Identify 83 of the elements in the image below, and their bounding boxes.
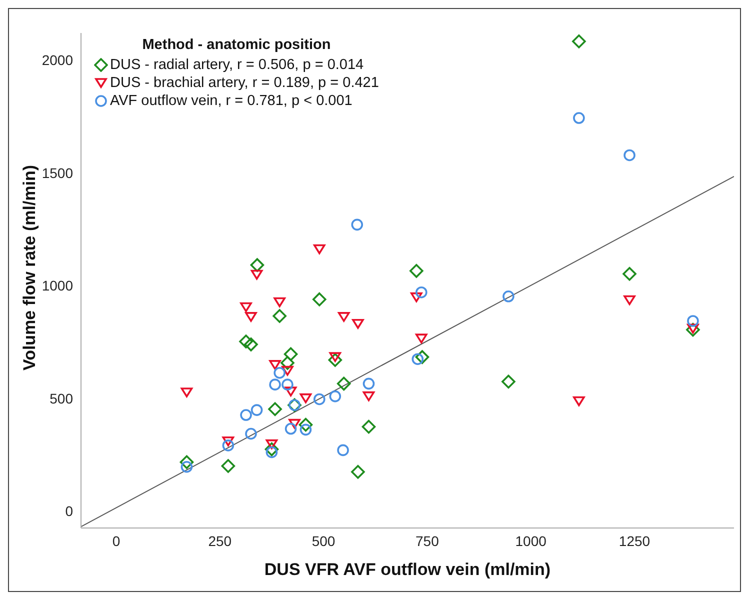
point (502, 290, 514, 302)
point (351, 218, 364, 231)
point (686, 322, 700, 337)
point (268, 402, 282, 416)
point (282, 366, 294, 376)
x-tick-label: 750 (416, 532, 440, 549)
x-tick-label: 250 (208, 532, 232, 549)
y-tick-label: 500 (50, 390, 74, 406)
x-tick-label: 1250 (618, 532, 650, 549)
point (573, 112, 585, 124)
x-axis-title: DUS VFR AVF outflow vein (ml/min) (264, 560, 551, 579)
point (266, 439, 278, 450)
point (624, 295, 636, 306)
point (245, 428, 257, 440)
point (250, 258, 264, 272)
point (415, 286, 428, 298)
point (300, 424, 312, 436)
point (502, 374, 516, 389)
point (284, 386, 297, 396)
point (622, 266, 636, 281)
y-tick-label: 1000 (42, 278, 74, 294)
point (180, 455, 194, 470)
point (245, 312, 257, 322)
point (312, 292, 326, 306)
point (284, 422, 297, 435)
x-tick-label: 500 (312, 532, 336, 549)
point (313, 393, 326, 406)
point (412, 353, 424, 365)
point (244, 338, 258, 352)
point (274, 366, 286, 379)
point (573, 396, 585, 406)
point (240, 409, 252, 421)
point (180, 460, 193, 473)
point (250, 404, 263, 416)
point (687, 324, 699, 334)
point (280, 356, 294, 370)
y-tick-label: 0 (65, 503, 74, 520)
point (329, 390, 342, 402)
legend-title: Method - anatomic position (141, 37, 332, 53)
legend-label: AVF outflow vein, r = 0.781, p < 0.001 (110, 92, 352, 110)
point (239, 334, 253, 348)
point (415, 334, 428, 344)
point (313, 244, 326, 254)
point (410, 292, 422, 302)
point (266, 446, 278, 458)
point (329, 352, 342, 362)
point (222, 436, 234, 446)
legend-label: DUS - brachial artery, r = 0.189, p = 0.421 (110, 74, 379, 92)
point (222, 440, 234, 452)
y-tick-label: 2000 (42, 52, 74, 68)
y-tick-label: 1500 (42, 164, 74, 181)
point (264, 442, 279, 456)
point (284, 347, 298, 362)
point (362, 420, 376, 434)
point (240, 302, 252, 312)
point (288, 418, 300, 429)
point (221, 459, 236, 473)
point (282, 378, 294, 390)
x-tick-label: 1000 (515, 532, 547, 549)
point (624, 149, 636, 162)
point (338, 312, 350, 322)
point (362, 391, 375, 402)
point (352, 319, 364, 329)
legend-label: DUS - radial artery, r = 0.506, p = 0.014 (110, 56, 364, 74)
point (300, 393, 312, 404)
point (351, 464, 365, 479)
point (337, 444, 349, 456)
point (362, 378, 375, 390)
point (298, 418, 313, 432)
point (410, 264, 424, 278)
point (272, 309, 286, 323)
point (180, 388, 193, 398)
point (336, 376, 351, 391)
point (269, 378, 281, 390)
point (415, 350, 430, 364)
point (687, 315, 699, 327)
x-tick-label: 0 (112, 532, 120, 549)
point (572, 34, 586, 48)
point (250, 270, 263, 280)
point (269, 360, 281, 370)
point (274, 297, 286, 308)
point (328, 353, 342, 367)
y-axis-title: Volume flow rate (ml/min) (20, 164, 40, 370)
